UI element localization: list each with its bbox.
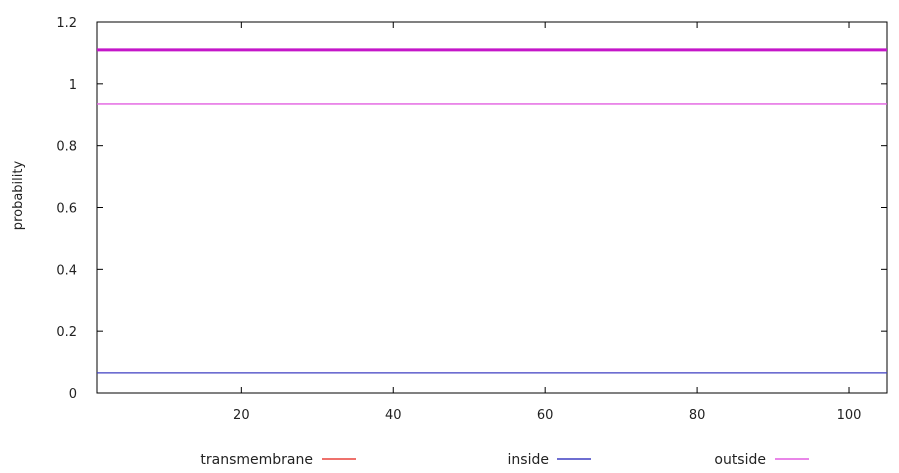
x-tick-label: 20 [233,408,250,423]
plot-frame [96,21,888,394]
x-axis-ticks: 20 40 60 80 100 [233,22,861,423]
y-axis-label: probability [11,161,26,231]
y-axis-ticks: 0 0.2 0.4 0.6 0.8 1 1.2 [56,16,887,402]
plot-border [96,21,888,394]
y-tick-label: 0.8 [56,140,77,155]
legend-label-outside: outside [714,452,766,468]
y-tick-label: 0.2 [56,325,77,340]
y-tick-label: 0.6 [56,202,77,217]
series-lines [97,48,887,374]
x-tick-label: 80 [689,408,706,423]
x-tick-label: 100 [837,408,862,423]
y-tick-label: 0.4 [56,263,77,278]
legend-label-transmembrane: transmembrane [200,452,313,468]
y-tick-label: 1 [69,78,77,93]
y-tick-label: 1.2 [56,16,77,31]
y-tick-label: 0 [69,387,77,402]
x-tick-label: 60 [537,408,554,423]
legend: transmembrane inside outside [200,452,809,468]
legend-label-inside: inside [508,452,549,468]
x-tick-label: 40 [385,408,402,423]
